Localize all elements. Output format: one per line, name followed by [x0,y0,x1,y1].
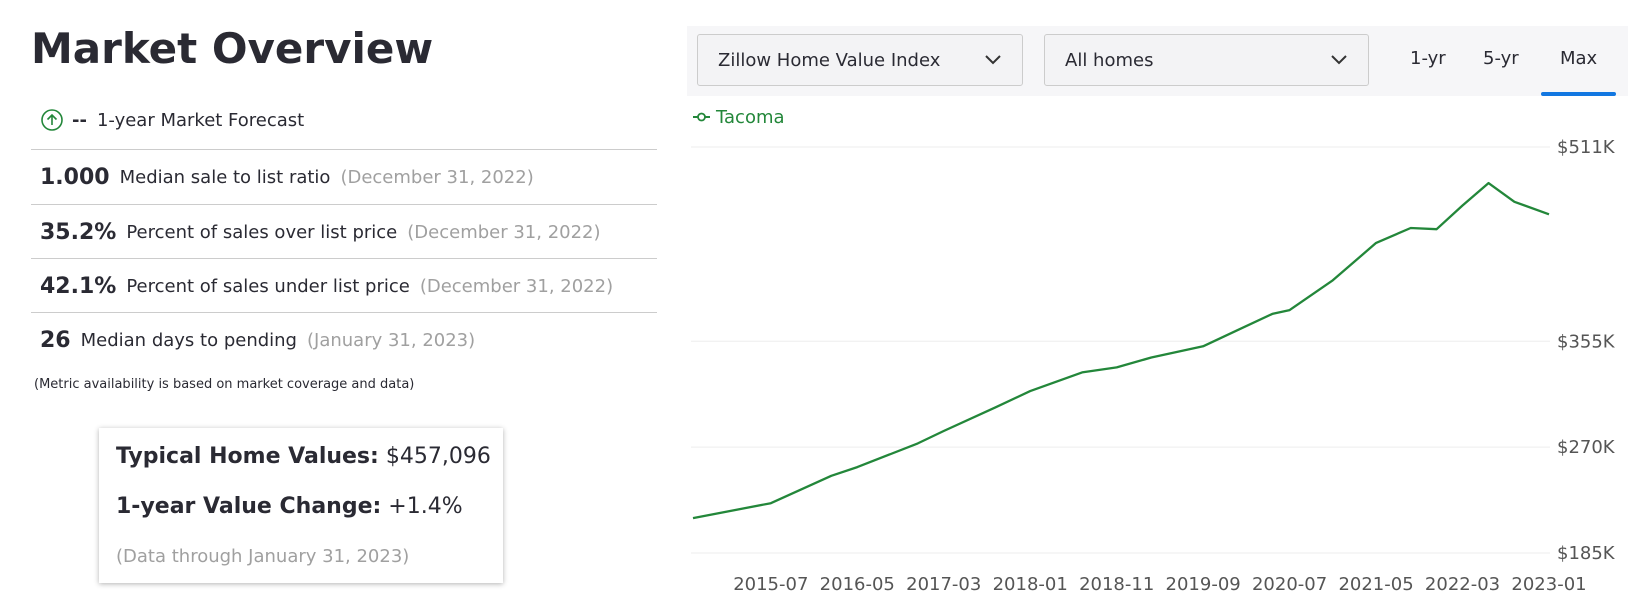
x-tick-label: 2022-03 [1425,574,1500,595]
home-value-line: Typical Home Values: $457,096 [116,444,491,469]
change-line: 1-year Value Change: +1.4% [116,494,463,519]
metric-date: (January 31, 2023) [307,329,476,351]
metric-row: 26 Median days to pending (January 31, 202… [31,312,657,367]
metric-label: Median sale to list ratio [119,166,331,188]
metric-label: Median days to pending [80,329,297,351]
tab[interactable]: 5-yr [1483,48,1519,69]
x-tick-label: 2021-05 [1338,574,1413,595]
x-tick-label: 2019-09 [1166,574,1241,595]
metric-date: (December 31, 2022) [340,166,534,188]
y-tick-label: $185K [1557,543,1616,564]
x-tick-label: 2017-03 [906,574,981,595]
chevron [1331,55,1347,65]
legend-label: Tacoma [715,107,785,128]
tab-underline [1541,92,1616,96]
x-tick-label: 2023-01 [1511,574,1586,595]
metric-label: Percent of sales under list price [126,275,410,297]
x-tick-label: 2015-07 [733,574,808,595]
dropdown-label: Zillow Home Value Index [718,49,941,71]
dropdown-label: All homes [1065,49,1154,71]
y-tick-label: $511K [1557,137,1616,158]
metric-date: (December 31, 2022) [419,275,614,297]
forecast-label: 1-year Market Forecast [96,109,305,131]
metric-label: Percent of sales over list price [126,221,398,243]
line [692,181,1550,520]
tab[interactable]: Max [1560,48,1598,69]
x-tick-label: 2018-01 [993,574,1068,595]
metric-row: 1.000 Median sale to list ratio (December … [31,149,657,204]
chevron [985,55,1001,65]
up-icon [41,109,63,131]
forecast-value: -- [72,109,87,131]
metric-value: 35.2% [40,219,117,245]
change-label: 1-year Value Change: [116,494,382,519]
x-tick-label: 2018-11 [1079,574,1154,595]
metric-date: (December 31, 2022) [407,221,601,243]
dropdown[interactable]: All homes [1044,34,1369,86]
forecast-row: -- 1-year Market Forecast [40,108,304,132]
controls-bar: Zillow Home Value Index All homes 1-yr 5… [687,26,1628,96]
summary-card: Typical Home Values: $457,096 1-year Val… [99,428,503,583]
x-tick-label: 2016-05 [820,574,895,595]
metric-row: 35.2% Percent of sales over list price (De… [31,204,657,259]
dropdown[interactable]: Zillow Home Value Index [697,34,1023,86]
tab[interactable]: 1-yr [1410,48,1446,69]
page-title: Market Overview [31,24,434,73]
legend-marker [697,112,706,122]
metric-row: 42.1% Percent of sales under list price (D… [31,258,657,313]
note: (Metric availability is based on market … [34,377,415,392]
x-tick-label: 2020-07 [1252,574,1327,595]
metric-value: 26 [40,327,71,353]
home-value: $457,096 [385,444,491,469]
home-value-label: Typical Home Values: [116,444,379,469]
y-tick-label: $270K [1557,437,1616,458]
data-through: (Data through January 31, 2023) [116,546,410,567]
metric-value: 1.000 [40,164,110,190]
change-value: +1.4% [388,494,463,519]
y-tick-label: $355K [1557,331,1616,352]
metric-value: 42.1% [40,273,117,299]
